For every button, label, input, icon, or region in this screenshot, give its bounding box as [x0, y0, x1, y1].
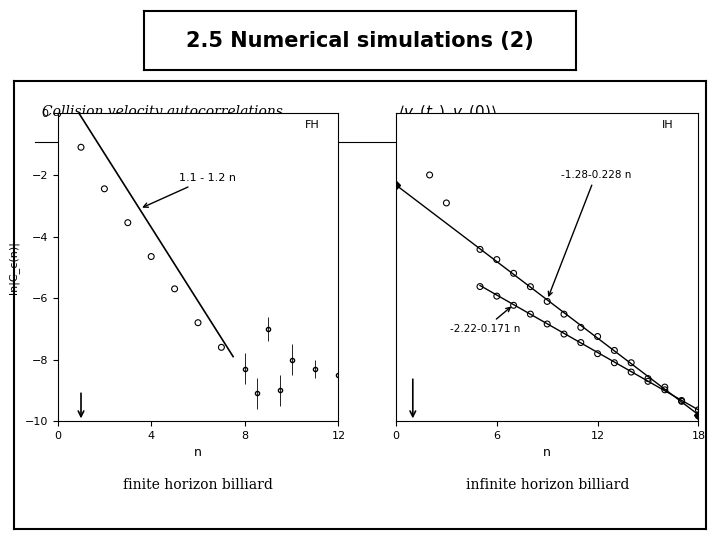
Point — [76, 143, 86, 152]
Point — [676, 397, 688, 406]
Point — [608, 359, 620, 367]
Point — [575, 323, 587, 332]
Point — [525, 310, 536, 319]
X-axis label: n: n — [544, 447, 551, 460]
Point — [541, 320, 553, 328]
Text: finite horizon billiard: finite horizon billiard — [123, 478, 273, 492]
Point — [441, 199, 452, 207]
Point — [626, 359, 637, 367]
Point — [52, 110, 63, 118]
Point — [659, 386, 670, 394]
Text: $\langle v_x(t_n).v_x(0)\rangle$: $\langle v_x(t_n).v_x(0)\rangle$ — [398, 103, 497, 122]
Point — [592, 349, 603, 358]
Point — [693, 411, 704, 420]
Point — [122, 218, 134, 227]
Point — [693, 406, 704, 414]
Point — [592, 332, 603, 341]
Point — [541, 297, 553, 306]
Point — [676, 396, 688, 405]
Text: 2.5 Numerical simulations (2): 2.5 Numerical simulations (2) — [186, 30, 534, 51]
Point — [145, 252, 157, 261]
Point — [575, 338, 587, 347]
Point — [474, 245, 486, 254]
Point — [99, 185, 110, 193]
Point — [508, 301, 519, 309]
X-axis label: n: n — [194, 447, 202, 460]
Point — [525, 282, 536, 291]
Point — [491, 292, 503, 300]
Point — [216, 343, 228, 352]
Text: IH: IH — [662, 119, 674, 130]
Point — [608, 346, 620, 355]
Point — [424, 171, 436, 179]
Point — [626, 368, 637, 376]
Text: -1.28-0.228 n: -1.28-0.228 n — [549, 170, 631, 296]
Text: infinite horizon billiard: infinite horizon billiard — [466, 478, 629, 492]
Point — [474, 282, 486, 291]
Point — [168, 285, 180, 293]
Point — [491, 255, 503, 264]
Point — [558, 310, 570, 319]
Point — [508, 269, 519, 278]
Point — [192, 319, 204, 327]
Text: -2.22-0.171 n: -2.22-0.171 n — [450, 307, 520, 334]
Text: FH: FH — [305, 119, 320, 130]
Text: Collision velocity autocorrelations: Collision velocity autocorrelations — [42, 105, 287, 119]
Point — [642, 374, 654, 383]
Y-axis label: ln|C_c(n)|: ln|C_c(n)| — [8, 241, 19, 294]
Text: 1.1 - 1.2 n: 1.1 - 1.2 n — [143, 173, 236, 207]
Point — [558, 330, 570, 339]
Point — [659, 383, 670, 391]
Point — [642, 377, 654, 386]
